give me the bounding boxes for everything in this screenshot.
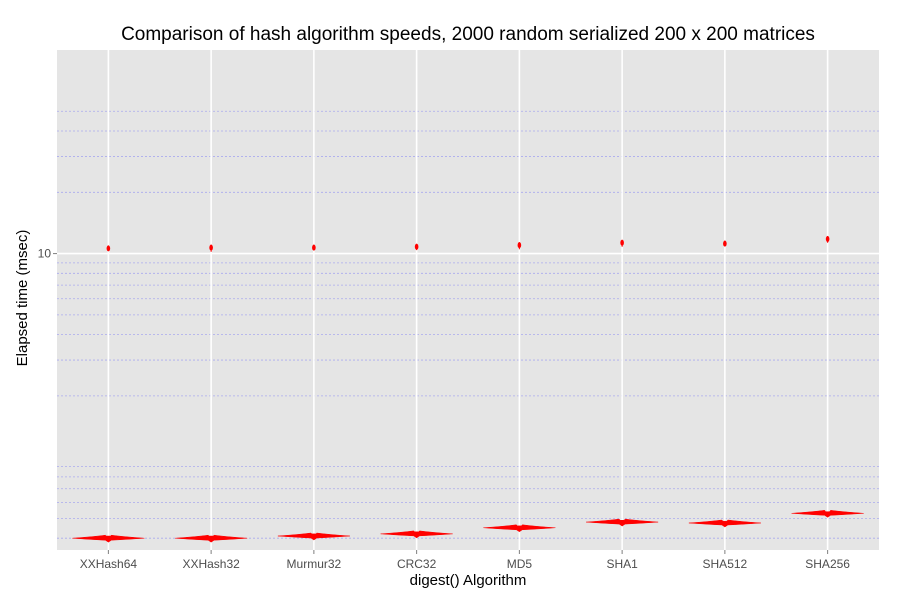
violin-main-crc32: [380, 530, 453, 539]
y-axis-title: Elapsed time (msec): [14, 230, 31, 367]
x-tick-label: SHA1: [606, 557, 638, 571]
plot-panel: [57, 50, 879, 550]
violin-main-sha256: [791, 510, 864, 518]
x-tick-label: CRC32: [397, 557, 437, 571]
violin-main-md5: [483, 524, 556, 533]
x-tick-label: XXHash64: [80, 557, 138, 571]
x-tick-label: SHA256: [805, 557, 850, 571]
violin-outlier-sha512: [723, 240, 727, 247]
x-tick-label: Murmur32: [287, 557, 342, 571]
chart-title: Comparison of hash algorithm speeds, 200…: [121, 24, 815, 45]
violin-main-xxhash64: [72, 534, 145, 543]
violin-outlier-crc32: [414, 243, 419, 250]
violin-main-sha1: [586, 518, 659, 527]
x-tick-label: XXHash32: [182, 557, 240, 571]
x-axis-title: digest() Algorithm: [410, 572, 527, 589]
violin-outlier-md5: [517, 242, 522, 249]
violin-outlier-sha256: [825, 235, 830, 242]
violin-outlier-xxhash32: [209, 244, 213, 251]
x-tick-label: SHA512: [703, 557, 748, 571]
violin-main-sha512: [688, 519, 761, 528]
y-tick-label: 10: [38, 247, 52, 261]
violin-series: [72, 235, 864, 543]
y-axis: 10: [38, 247, 57, 261]
violin-outlier-sha1: [620, 239, 624, 246]
violin-outlier-xxhash64: [106, 245, 111, 252]
major-gridlines: [57, 50, 879, 550]
minor-gridlines: [57, 110, 879, 539]
violin-main-xxhash32: [175, 534, 248, 543]
violin-outlier-murmur32: [312, 244, 316, 251]
x-tick-label: MD5: [507, 557, 533, 571]
x-axis: XXHash64 XXHash32 Murmur32 CRC32 MD5 SHA1 SHA5…: [80, 550, 850, 571]
violin-main-murmur32: [277, 532, 350, 541]
